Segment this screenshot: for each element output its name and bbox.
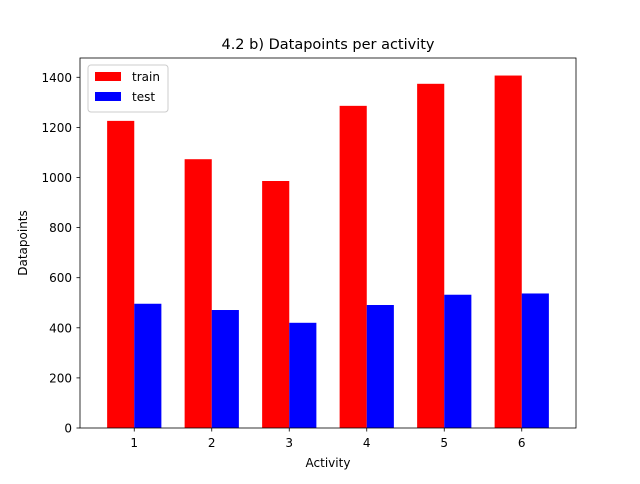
bar-train-4 <box>339 105 367 428</box>
x-tick-label: 5 <box>440 436 448 450</box>
axes-group: 1 2 3 4 5 6 0 200 400 600 800 1000 1200 1400 <box>41 57 577 450</box>
bar-train-6 <box>494 75 522 428</box>
x-tick-label: 4 <box>363 436 371 450</box>
x-tick-label: 1 <box>130 436 138 450</box>
bar-test-6 <box>521 293 549 428</box>
chart-title: 4.2 b) Datapoints per activity <box>221 37 434 53</box>
y-tick-label: 1400 <box>41 71 72 85</box>
y-tick-label: 0 <box>64 422 72 436</box>
x-tick-label: 2 <box>208 436 216 450</box>
y-tick-label: 1200 <box>41 121 72 135</box>
y-tick-label: 1000 <box>41 171 72 185</box>
legend: train test <box>87 64 169 113</box>
x-tick-label: 3 <box>285 436 293 450</box>
bar-train-2 <box>184 159 212 428</box>
y-tick-label: 400 <box>49 321 72 335</box>
legend-swatch-train <box>95 72 121 81</box>
x-tick-label: 6 <box>518 436 526 450</box>
bar-train-1 <box>107 120 135 428</box>
legend-swatch-test <box>95 92 121 101</box>
legend-label-train: train <box>132 70 160 84</box>
bar-train-3 <box>262 181 290 428</box>
y-tick-label: 600 <box>49 271 72 285</box>
y-tick-label: 800 <box>49 221 72 235</box>
y-axis-label: Datapoints <box>16 210 30 276</box>
x-axis-label: Activity <box>306 456 351 470</box>
y-tick-label: 200 <box>49 371 72 385</box>
bar-test-1 <box>134 303 162 428</box>
bar-test-3 <box>289 322 317 428</box>
bar-test-5 <box>444 294 472 428</box>
bar-test-2 <box>211 310 239 428</box>
bars-group <box>107 75 549 429</box>
legend-label-test: test <box>132 90 155 104</box>
plot-frame <box>79 57 577 429</box>
bar-train-5 <box>417 83 445 429</box>
bar-test-4 <box>366 305 394 428</box>
